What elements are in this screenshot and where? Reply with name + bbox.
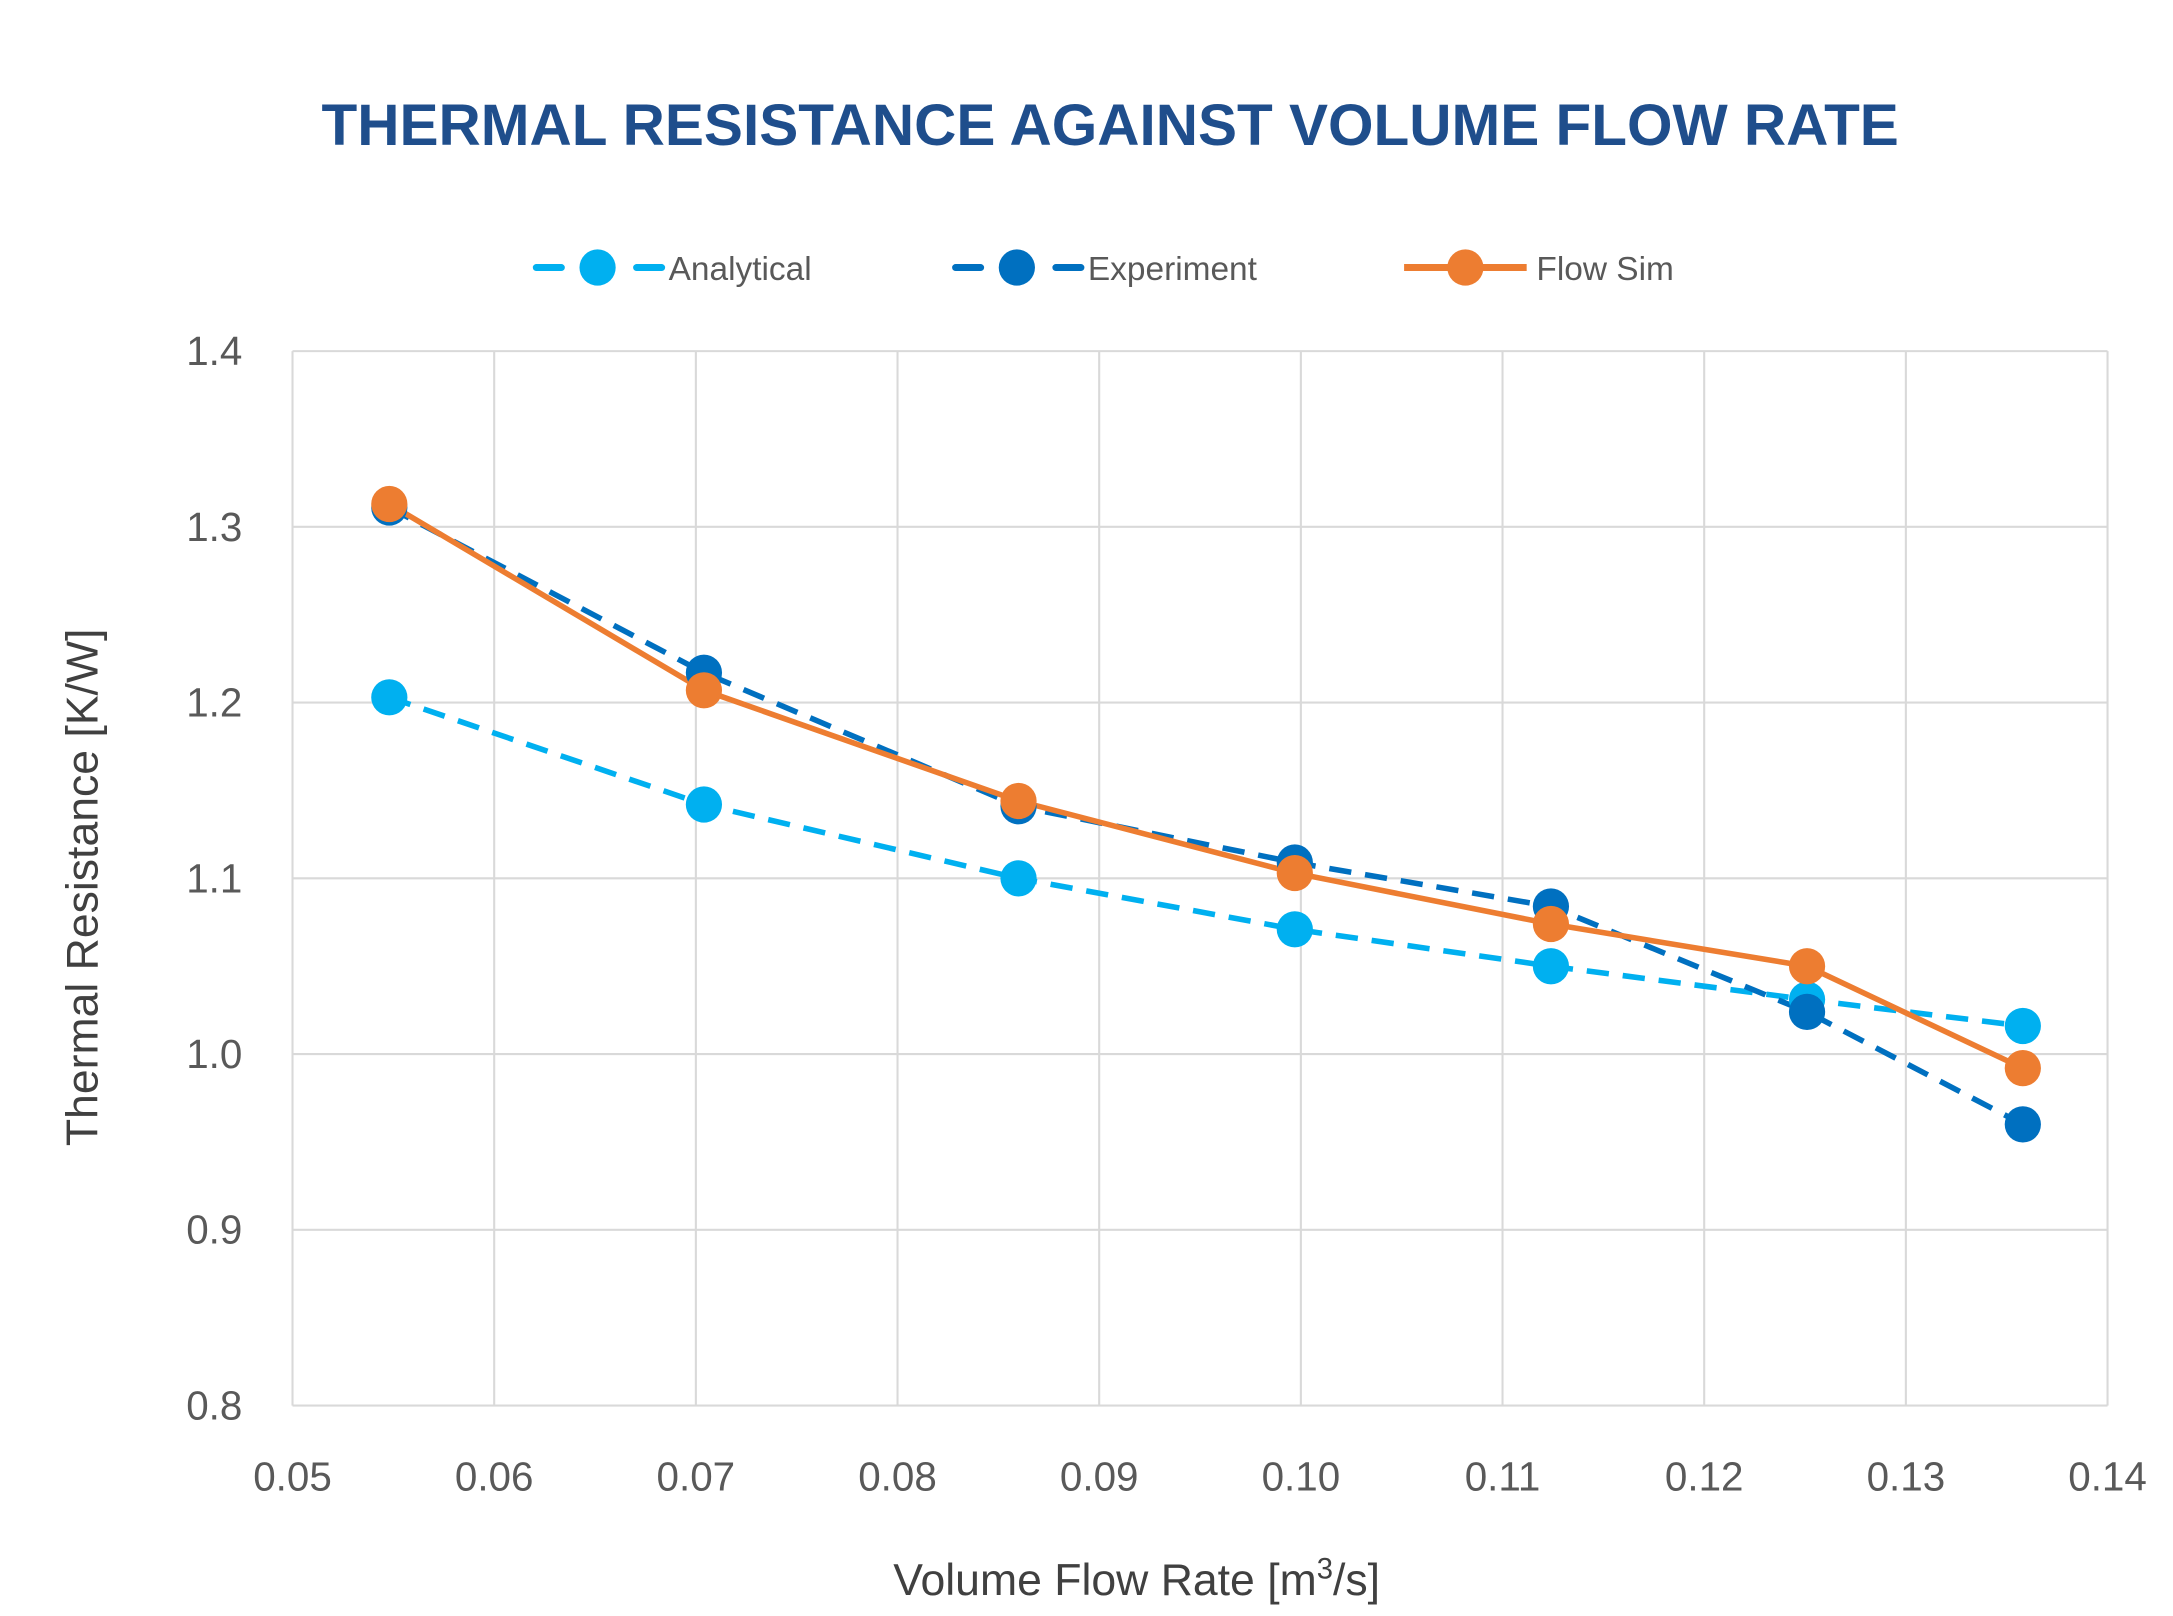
series-line-experiment [388, 505, 2025, 1127]
x-tick-label: 0.14 [2068, 1454, 2147, 1500]
y-tick-label: 1.1 [186, 855, 242, 901]
series-layer [371, 485, 2041, 1143]
data-point-analytical [1532, 948, 1570, 985]
legend-marker [1447, 249, 1484, 286]
x-tick-label: 0.11 [1465, 1454, 1541, 1500]
x-tick-label: 0.09 [1060, 1454, 1139, 1500]
chart-title: THERMAL RESISTANCE AGAINST VOLUME FLOW R… [322, 93, 1899, 158]
data-point-analytical [1276, 911, 1313, 948]
x-tick-label: 0.12 [1665, 1454, 1744, 1500]
data-point-flow-sim [685, 672, 723, 709]
y-tick-label: 1.4 [186, 328, 242, 374]
legend-marker [579, 249, 616, 286]
data-point-analytical [685, 786, 723, 823]
y-tick-label: 0.9 [186, 1207, 242, 1253]
y-tick-label: 0.8 [186, 1383, 242, 1429]
legend-label: Analytical [669, 251, 812, 288]
legend-label: Experiment [1088, 251, 1258, 288]
data-point-flow-sim [1000, 782, 1037, 820]
data-point-flow-sim [1532, 905, 1570, 943]
data-point-experiment [2004, 1106, 2041, 1143]
data-point-flow-sim [1788, 948, 1826, 985]
x-tick-label: 0.13 [1867, 1454, 1946, 1500]
legend: Analytical Experiment Flow Sim [532, 249, 1674, 288]
tick-labels: 0.05 0.06 0.07 0.08 0.09 0.10 0.11 0.12 0.13 0.14… [186, 328, 2147, 1500]
data-point-flow-sim [2004, 1050, 2041, 1087]
legend-marker [998, 249, 1035, 286]
x-tick-label: 0.08 [858, 1454, 937, 1500]
y-tick-label: 1.2 [186, 680, 242, 726]
data-point-experiment [1788, 993, 1826, 1031]
data-point-flow-sim [371, 485, 408, 523]
grid [291, 350, 2109, 1407]
y-tick-label: 1.0 [186, 1031, 242, 1077]
series-line-flow-sim [387, 501, 2025, 1071]
data-point-analytical [371, 679, 408, 716]
legend-label: Flow Sim [1536, 251, 1673, 288]
x-tick-label: 0.10 [1262, 1454, 1341, 1500]
x-tick-label: 0.07 [657, 1454, 736, 1500]
data-point-analytical [2004, 1007, 2041, 1045]
y-axis-label: Thermal Resistance [K/W] [59, 629, 108, 1147]
y-tick-label: 1.3 [186, 504, 242, 550]
data-point-flow-sim [1276, 854, 1313, 892]
x-tick-label: 0.06 [455, 1454, 534, 1500]
x-axis-label: Volume Flow Rate [m3/s] [893, 1553, 1380, 1605]
series-line-analytical [388, 694, 2024, 1029]
x-tick-label: 0.05 [253, 1454, 332, 1500]
data-point-analytical [1000, 860, 1037, 897]
